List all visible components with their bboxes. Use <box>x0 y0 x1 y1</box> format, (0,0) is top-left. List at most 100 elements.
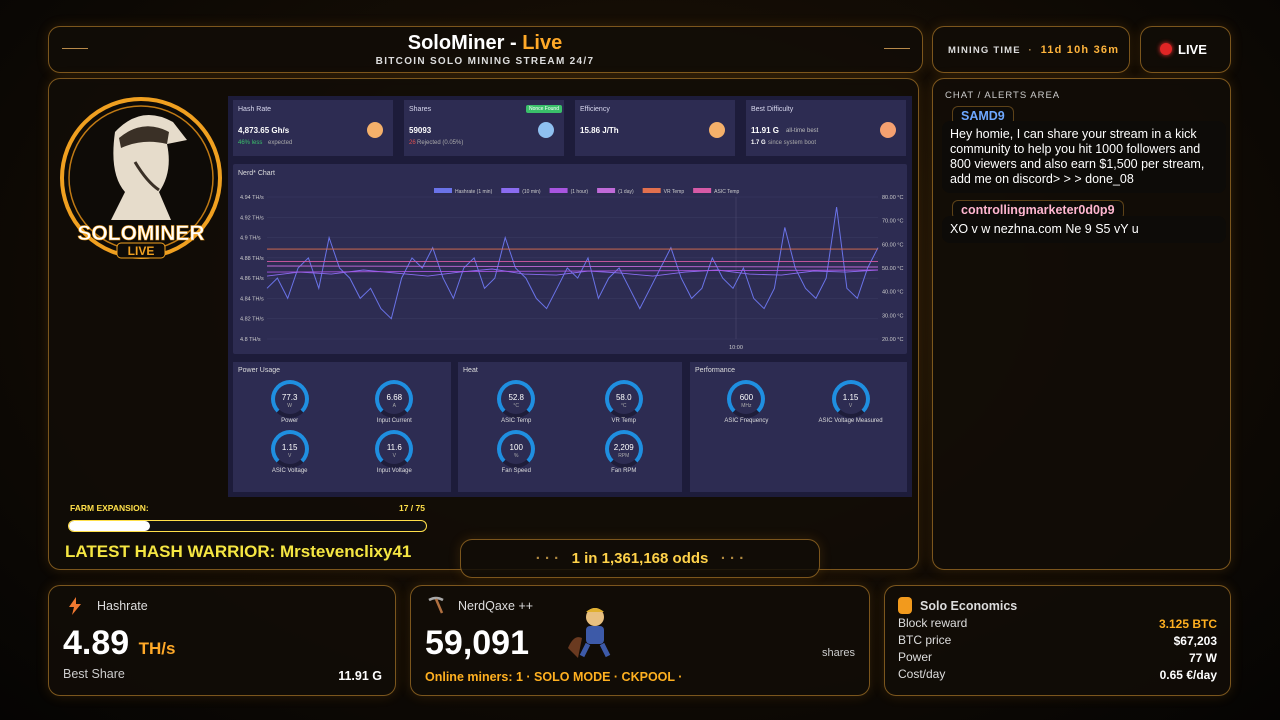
gauge-ring <box>831 380 870 418</box>
miner-status: Online miners: 1 · SOLO MODE · CKPOOL · <box>425 670 683 684</box>
gauge-unit: % <box>514 453 519 459</box>
card-title: NerdQaxe ++ <box>458 599 534 613</box>
chat-message: XO v w nezhna.com Ne 9 S5 vY u <box>942 216 1226 243</box>
y2-tick-label: 30.00 °C <box>882 313 903 319</box>
best-value: 11.91 G <box>338 669 382 683</box>
shares-unit: shares <box>821 647 855 659</box>
econ-label: Cost/day <box>898 667 946 681</box>
gauge-label: Input Current <box>376 418 412 424</box>
miner-card <box>410 585 870 696</box>
stat-card: Efficiency 15.86 J/Th <box>575 100 735 156</box>
miner-cartoon <box>568 608 611 658</box>
title-main: SoloMiner <box>407 32 505 54</box>
y2-tick-label: 80.00 °C <box>882 195 903 201</box>
mining-time-value: 11d 10h 36m <box>1040 44 1120 56</box>
legend-swatch <box>434 188 452 193</box>
y2-tick-label: 40.00 °C <box>882 290 903 296</box>
gauge-label: VR Temp <box>611 418 637 424</box>
card-title: Hashrate <box>97 599 148 613</box>
farm-total: 75 <box>415 503 425 513</box>
pickaxe-icon <box>428 596 444 614</box>
live-text: LIVE <box>1178 42 1207 57</box>
gauge-unit: MHz <box>741 403 752 409</box>
gauge-panel: Heat 52.8 °C ASIC Temp 58.0 °C VR Temp 100% Fan … <box>458 362 682 492</box>
mining-time: MINING TIME · 11d 10h 36m <box>948 44 1119 56</box>
legend-label: (1 hour) <box>571 189 589 195</box>
gauge-value: 58.0 <box>615 393 632 402</box>
gauge-label: Fan RPM <box>611 468 637 474</box>
series-line <box>266 265 879 268</box>
btc-icon <box>898 597 912 614</box>
y2-tick-label: 70.00 °C <box>882 219 903 225</box>
odds-text: 1 in 1,361,168 odds <box>571 550 709 567</box>
gauge-ring <box>727 380 766 418</box>
badge: Nonce Found <box>525 105 562 113</box>
gauge-unit: A <box>392 403 396 409</box>
logo: SOLOMINER LIVE <box>60 97 222 259</box>
panel-title: Performance <box>695 367 736 374</box>
gauge-value: 600 <box>739 393 754 402</box>
gauge-panel: Power Usage 77.3 W Power 6.68 A Input Current 1… <box>233 362 451 492</box>
gauge-ring <box>375 380 414 418</box>
card-value: 4,873.65 Gh/s <box>238 126 290 135</box>
divider <box>884 48 910 49</box>
y-tick-label: 4.94 TH/s <box>240 195 264 201</box>
y-tick-label: 4.82 TH/s <box>240 317 264 323</box>
separator-dot: · <box>1028 45 1033 56</box>
hash-warrior: LATEST HASH WARRIOR: Mrstevenclixy41 <box>65 542 412 561</box>
y2-tick-label: 60.00 °C <box>882 242 903 248</box>
sub-highlight: 26 <box>409 140 416 146</box>
bolt-icon <box>69 597 81 615</box>
card-title: Solo Economics <box>920 599 1018 613</box>
gauge-label: Power <box>281 418 299 424</box>
gauge-ring <box>604 430 643 468</box>
farm-label: FARM EXPANSION: <box>70 503 149 513</box>
legend-swatch <box>597 188 616 193</box>
gauge-unit: V <box>848 403 853 409</box>
legend-swatch <box>642 188 661 193</box>
farm-progress <box>69 521 150 531</box>
sub-text: expected <box>268 140 293 146</box>
logo-tag-box <box>116 242 166 259</box>
gauge-panel: Performance 600 MHz ASIC Frequency 1.15 V ASIC… <box>690 362 907 492</box>
gauge-value: 52.8 <box>508 393 525 402</box>
stat-card: Hash Rate 4,873.65 Gh/s 46% less expected <box>233 100 393 156</box>
econ-label: BTC price <box>898 633 952 647</box>
logo-name: SOLOMINER <box>77 222 204 245</box>
econ-value: 3.125 BTC <box>1158 617 1217 631</box>
chat-title: CHAT / ALERTS AREA <box>945 90 1061 101</box>
economics-card <box>884 585 1231 696</box>
card-value: 15.86 J/Th <box>580 126 619 135</box>
legend-label: VR Temp <box>664 189 685 195</box>
gauge-label: ASIC Temp <box>501 418 532 424</box>
card-title: Efficiency <box>580 106 610 113</box>
econ-label: Power <box>898 650 933 664</box>
gauge-unit: °C <box>620 403 627 409</box>
gauge-value: 6.68 <box>386 393 403 402</box>
card-icon <box>880 122 896 138</box>
gauge-ring <box>497 430 536 468</box>
chat-message: Hey homie, I can share your stream in a … <box>942 121 1226 193</box>
econ-value: 77 W <box>1188 651 1217 665</box>
card-value: 59093 <box>409 126 432 135</box>
live-dot <box>1160 43 1172 55</box>
stat-card: Best Difficulty 11.91 G all-time best 1.7 G… <box>746 100 906 156</box>
econ-label: Block reward <box>898 616 968 630</box>
gauge-value: 11.6 <box>386 443 402 452</box>
title-live: Live <box>522 32 563 54</box>
gauge-ring <box>270 380 309 418</box>
odds-dots: · · · <box>720 550 745 567</box>
y-tick-label: 4.9 TH/s <box>240 236 261 242</box>
gauge-ring <box>270 430 309 468</box>
gauge-label: Input Voltage <box>376 468 412 474</box>
gauge-ring <box>375 430 414 468</box>
chart-panel <box>233 164 907 354</box>
odds-dots: · · · <box>535 550 560 567</box>
card-title: Shares <box>409 106 432 113</box>
live-badge <box>1140 26 1231 73</box>
legend-label: (1 day) <box>618 189 634 195</box>
card-icon <box>367 122 383 138</box>
gauge-ring <box>604 380 643 418</box>
card-value: 11.91 G <box>751 126 780 135</box>
y-tick-label: 4.84 TH/s <box>240 296 264 302</box>
